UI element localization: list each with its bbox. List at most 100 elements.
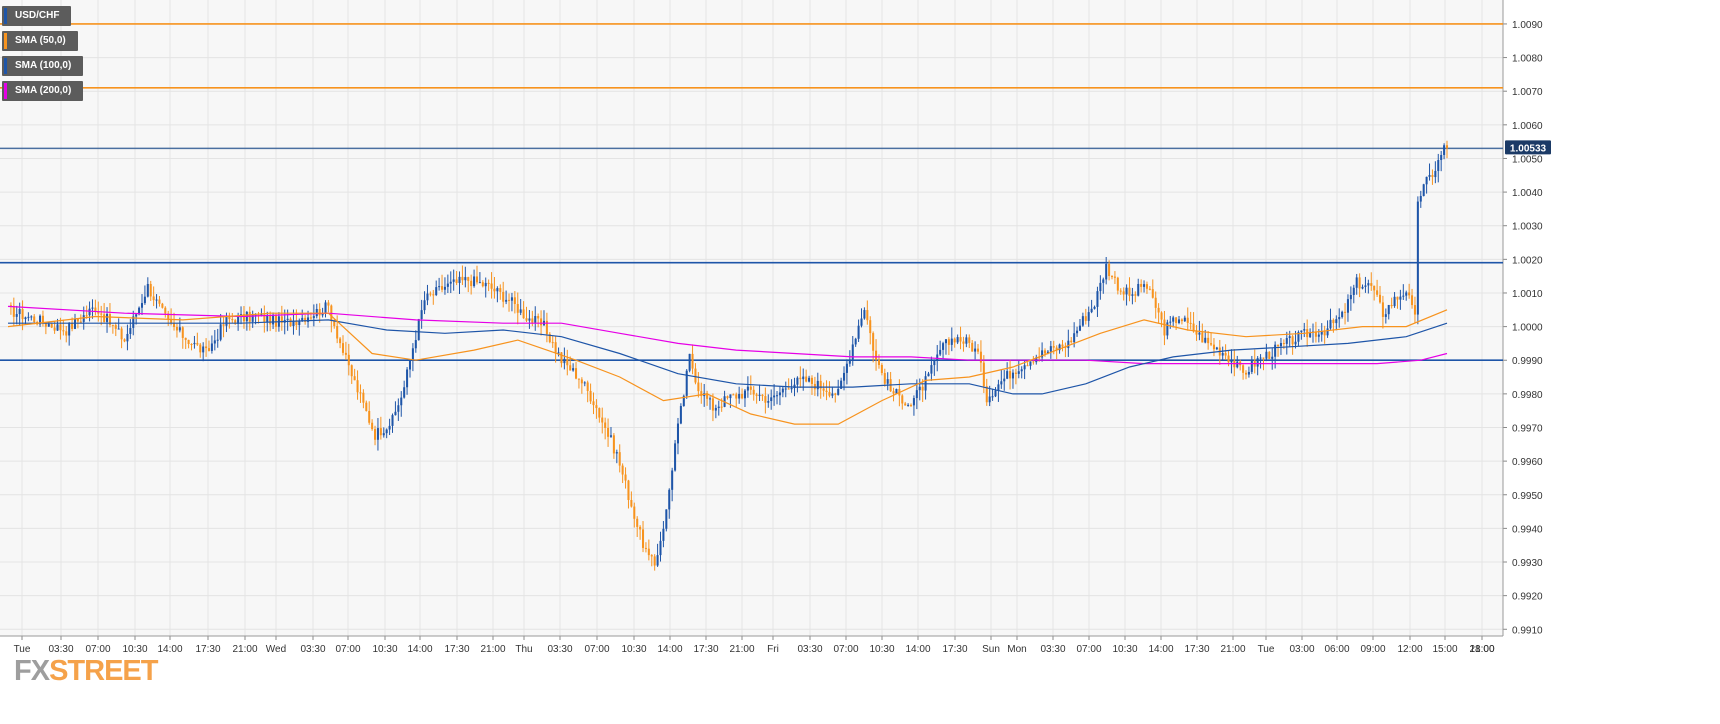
candle-body — [735, 394, 738, 399]
candle-body — [207, 348, 211, 351]
x-tick-label: 03:30 — [547, 644, 572, 655]
candle-body — [1125, 287, 1128, 295]
candle-body — [1175, 317, 1178, 323]
candle-body — [187, 339, 190, 344]
candle-body — [609, 435, 613, 437]
candle-body — [1172, 317, 1175, 322]
candle-body — [79, 321, 82, 323]
y-tick-label: 0.9990 — [1512, 356, 1543, 367]
x-tick-label: 10:30 — [869, 644, 894, 655]
candle-body — [522, 309, 525, 319]
candle-body — [417, 319, 420, 341]
candle-body — [909, 404, 913, 406]
candle-body — [1361, 286, 1364, 289]
candle-body — [1014, 372, 1017, 374]
candle-body — [193, 342, 196, 345]
candle-body — [1244, 372, 1248, 375]
candle-body — [732, 394, 735, 396]
candle-body — [1096, 291, 1099, 307]
candle-body — [1332, 319, 1335, 324]
x-tick-label: 03:00 — [1289, 644, 1314, 655]
candle-body — [1247, 371, 1250, 375]
candle-body — [470, 280, 473, 287]
x-tick-label: Fri — [767, 644, 779, 655]
candle-body — [1210, 343, 1213, 345]
candle-body — [149, 283, 152, 297]
candle-body — [356, 380, 359, 393]
candle-body — [1058, 344, 1061, 351]
candle-body — [869, 320, 872, 334]
candle-body — [621, 465, 624, 475]
candle-body — [44, 323, 47, 327]
candle-body — [857, 325, 860, 339]
x-tick-label: 14:00 — [157, 644, 182, 655]
candle-body — [414, 340, 417, 349]
candle-body — [863, 310, 866, 319]
candle-body — [1183, 317, 1186, 322]
candle-body — [749, 386, 752, 390]
candle-body — [886, 379, 889, 384]
candle-body — [1006, 371, 1009, 379]
candle-body — [1145, 284, 1148, 289]
candle-body — [773, 395, 776, 398]
candle-body — [484, 282, 487, 287]
candle-body — [458, 276, 461, 283]
candle-body — [624, 474, 627, 481]
candle-body — [656, 555, 659, 566]
candle-body — [793, 384, 796, 389]
candle-body — [767, 401, 770, 403]
candle-body — [531, 318, 534, 323]
candle-body — [170, 319, 173, 324]
x-tick-label: 21:00 — [232, 644, 257, 655]
x-tick-label: 21:00 — [729, 644, 754, 655]
candle-body — [234, 320, 237, 324]
candle-body — [883, 373, 886, 384]
x-tick-label: 21:00 — [1220, 644, 1245, 655]
candle-body — [1341, 311, 1344, 318]
candle-body — [1195, 331, 1198, 335]
candle-body — [1090, 308, 1093, 313]
candle-body — [1140, 283, 1143, 287]
candle-body — [802, 376, 805, 380]
candle-body — [100, 313, 103, 315]
candle-body — [1093, 306, 1096, 309]
candle-body — [91, 307, 94, 309]
y-tick-label: 1.0000 — [1512, 323, 1543, 334]
candle-body — [726, 396, 729, 399]
candle-body — [295, 320, 298, 326]
legend-item-sma50[interactable]: SMA (50,0) — [2, 31, 78, 51]
legend-item-sma200[interactable]: SMA (200,0) — [2, 81, 84, 101]
x-tick-label: 07:00 — [85, 644, 110, 655]
candle-body — [1003, 378, 1006, 382]
candle-body — [394, 411, 397, 416]
plot-background — [0, 0, 1503, 636]
candle-body — [359, 392, 362, 394]
candle-body — [630, 499, 633, 507]
candle-body — [644, 547, 647, 549]
candle-body — [642, 529, 645, 548]
candle-body — [752, 389, 755, 395]
candle-body — [438, 286, 441, 288]
candle-body — [1148, 288, 1151, 290]
candle-body — [309, 317, 312, 319]
candle-body — [1399, 296, 1402, 300]
candle-body — [810, 377, 813, 384]
x-tick-label: 03:30 — [300, 644, 325, 655]
candle-body — [1131, 294, 1134, 296]
candle-body — [1309, 332, 1312, 338]
candle-body — [1067, 340, 1070, 349]
candle-body — [336, 326, 339, 339]
candle-body — [178, 327, 181, 331]
candle-body — [18, 309, 21, 315]
candle-body — [595, 405, 598, 409]
candle-body — [976, 348, 980, 352]
candle-body — [321, 313, 324, 316]
candle-body — [714, 407, 717, 411]
candle-body — [1204, 337, 1207, 343]
candle-body — [540, 318, 543, 326]
legend-item-sma100[interactable]: SMA (100,0) — [2, 56, 84, 76]
legend-item-instrument[interactable]: USD/CHF — [2, 6, 72, 26]
candle-body — [959, 337, 962, 342]
candle-body — [615, 452, 618, 454]
